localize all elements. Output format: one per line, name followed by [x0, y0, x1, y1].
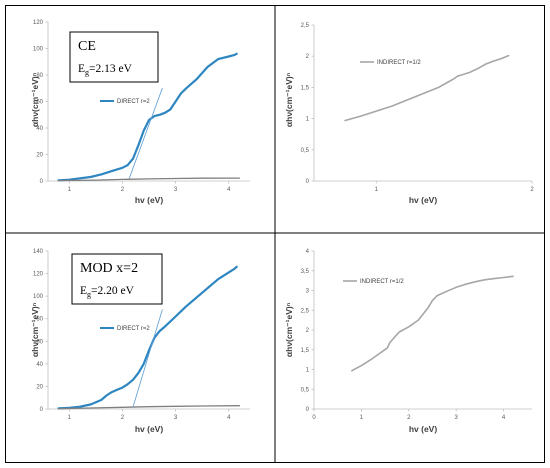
y-tick-label: 80: [36, 73, 43, 79]
x-tick-label: 2: [121, 187, 125, 193]
y-tick-label: 120: [33, 20, 44, 26]
y-tick-label: 0: [40, 179, 44, 185]
x-tick-label: 1: [375, 187, 379, 193]
series-data-line: [351, 275, 514, 372]
series-baseline-line: [57, 177, 241, 182]
series-tangent-line: [132, 309, 163, 408]
legend-label: DIRECT r=2: [117, 326, 150, 332]
bandgap-value: =2.13 eV: [89, 63, 133, 75]
y-tick-label: 2,5: [301, 308, 310, 314]
x-axis-title: hv (eV): [409, 195, 438, 205]
y-axis-title: αhν(cm⁻¹eV)ⁿ: [30, 73, 40, 127]
y-tick-label: 140: [33, 249, 44, 255]
x-axis-title: hv (eV): [135, 195, 164, 205]
legend-label: DIRECT r=2: [117, 99, 150, 105]
y-tick-label: 20: [36, 384, 43, 390]
y-tick-label: 100: [33, 294, 44, 300]
y-tick-label: 3,5: [301, 269, 310, 275]
x-tick-label: 4: [227, 187, 231, 193]
y-tick-label: 60: [36, 339, 43, 345]
y-tick-label: 2,5: [301, 23, 310, 29]
x-axis-title: hv (eV): [135, 424, 164, 434]
y-tick-label: 4: [306, 249, 310, 255]
y-tick-label: 0,5: [301, 148, 310, 154]
x-tick-label: 0: [312, 415, 316, 421]
bandgap-symbol: E: [80, 285, 87, 297]
y-tick-label: 40: [36, 126, 43, 132]
y-tick-label: 3: [306, 289, 310, 295]
y-tick-label: 1,5: [301, 348, 310, 354]
y-axis-title: αhν(cm⁻¹eV)ⁿ: [30, 303, 40, 357]
y-tick-label: 80: [36, 317, 43, 323]
y-tick-label: 1: [306, 368, 310, 374]
annotation-bandgap: Eg=2.13 eV: [78, 63, 133, 77]
x-tick-label: 1: [68, 415, 72, 421]
y-axis-title: αhν(cm⁻¹eV)ⁿ: [284, 73, 294, 127]
y-tick-label: 0: [40, 407, 44, 413]
annotation-title: CE: [78, 39, 96, 54]
y-tick-label: 40: [36, 362, 43, 368]
x-tick-label: 3: [455, 415, 459, 421]
y-tick-label: 1,5: [301, 85, 310, 91]
series-baseline-line: [57, 405, 241, 410]
series-data-line: [344, 54, 510, 122]
bandgap-subscript: g: [87, 290, 91, 299]
chart-bottom-left: 0 20 40 60 80 100 120 140 1 2 3 4 hv (eV) αhν(cm⁻¹eV)…: [30, 249, 250, 434]
chart-top-left: 0 20 40 60 80 100 120 1 2 3 4 hv (eV) αhν(cm⁻¹eV)ⁿ DI…: [30, 20, 250, 205]
y-tick-label: 60: [36, 100, 43, 106]
y-tick-label: 1: [306, 117, 310, 123]
chart-top-right: 0 0,5 1 1,5 2 2,5 1 2 hv (eV) αhν(cm⁻¹eV)ⁿ INDIREC…: [284, 23, 534, 205]
x-tick-label: 2: [407, 415, 411, 421]
y-axis-title: αhν(cm⁻¹eV)ⁿ: [284, 303, 294, 357]
x-tick-label: 4: [227, 415, 231, 421]
y-tick-label: 120: [33, 272, 44, 278]
x-axis-title: hv (eV): [409, 424, 438, 434]
y-tick-label: 0: [306, 179, 310, 185]
x-tick-label: 2: [121, 415, 125, 421]
annotation-box: [71, 253, 163, 305]
x-tick-label: 1: [360, 415, 364, 421]
annotation-title: MOD x=2: [80, 261, 138, 276]
x-tick-label: 3: [174, 187, 178, 193]
x-tick-label: 3: [174, 415, 178, 421]
series-tangent-line: [128, 87, 163, 179]
series-data-line: [57, 52, 238, 182]
x-tick-label: 4: [502, 415, 506, 421]
y-tick-label: 100: [33, 47, 44, 53]
bandgap-subscript: g: [85, 68, 89, 77]
y-tick-label: 0: [306, 407, 310, 413]
x-tick-label: 1: [68, 187, 72, 193]
chart-bottom-right: 0 0,5 1 1,5 2 2,5 3 3,5 4 0 1 2 3 4 hv (eV) αhν(cm⁻¹eV)…: [284, 249, 532, 434]
panel-frame: [5, 5, 545, 463]
annotation-bandgap: Eg=2.20 eV: [80, 285, 135, 299]
x-tick-label: 2: [530, 187, 534, 193]
y-tick-label: 20: [36, 153, 43, 159]
series-data-line: [57, 265, 238, 410]
y-tick-label: 2: [306, 328, 310, 334]
legend-label: INDIRECT r=1/2: [360, 279, 404, 285]
annotation-box: [69, 31, 159, 83]
y-tick-label: 2: [306, 54, 310, 60]
legend-label: INDIRECT r=1/2: [377, 60, 421, 66]
bandgap-symbol: E: [78, 63, 85, 75]
bandgap-value: =2.20 eV: [91, 285, 135, 297]
y-tick-label: 0,5: [301, 387, 310, 393]
